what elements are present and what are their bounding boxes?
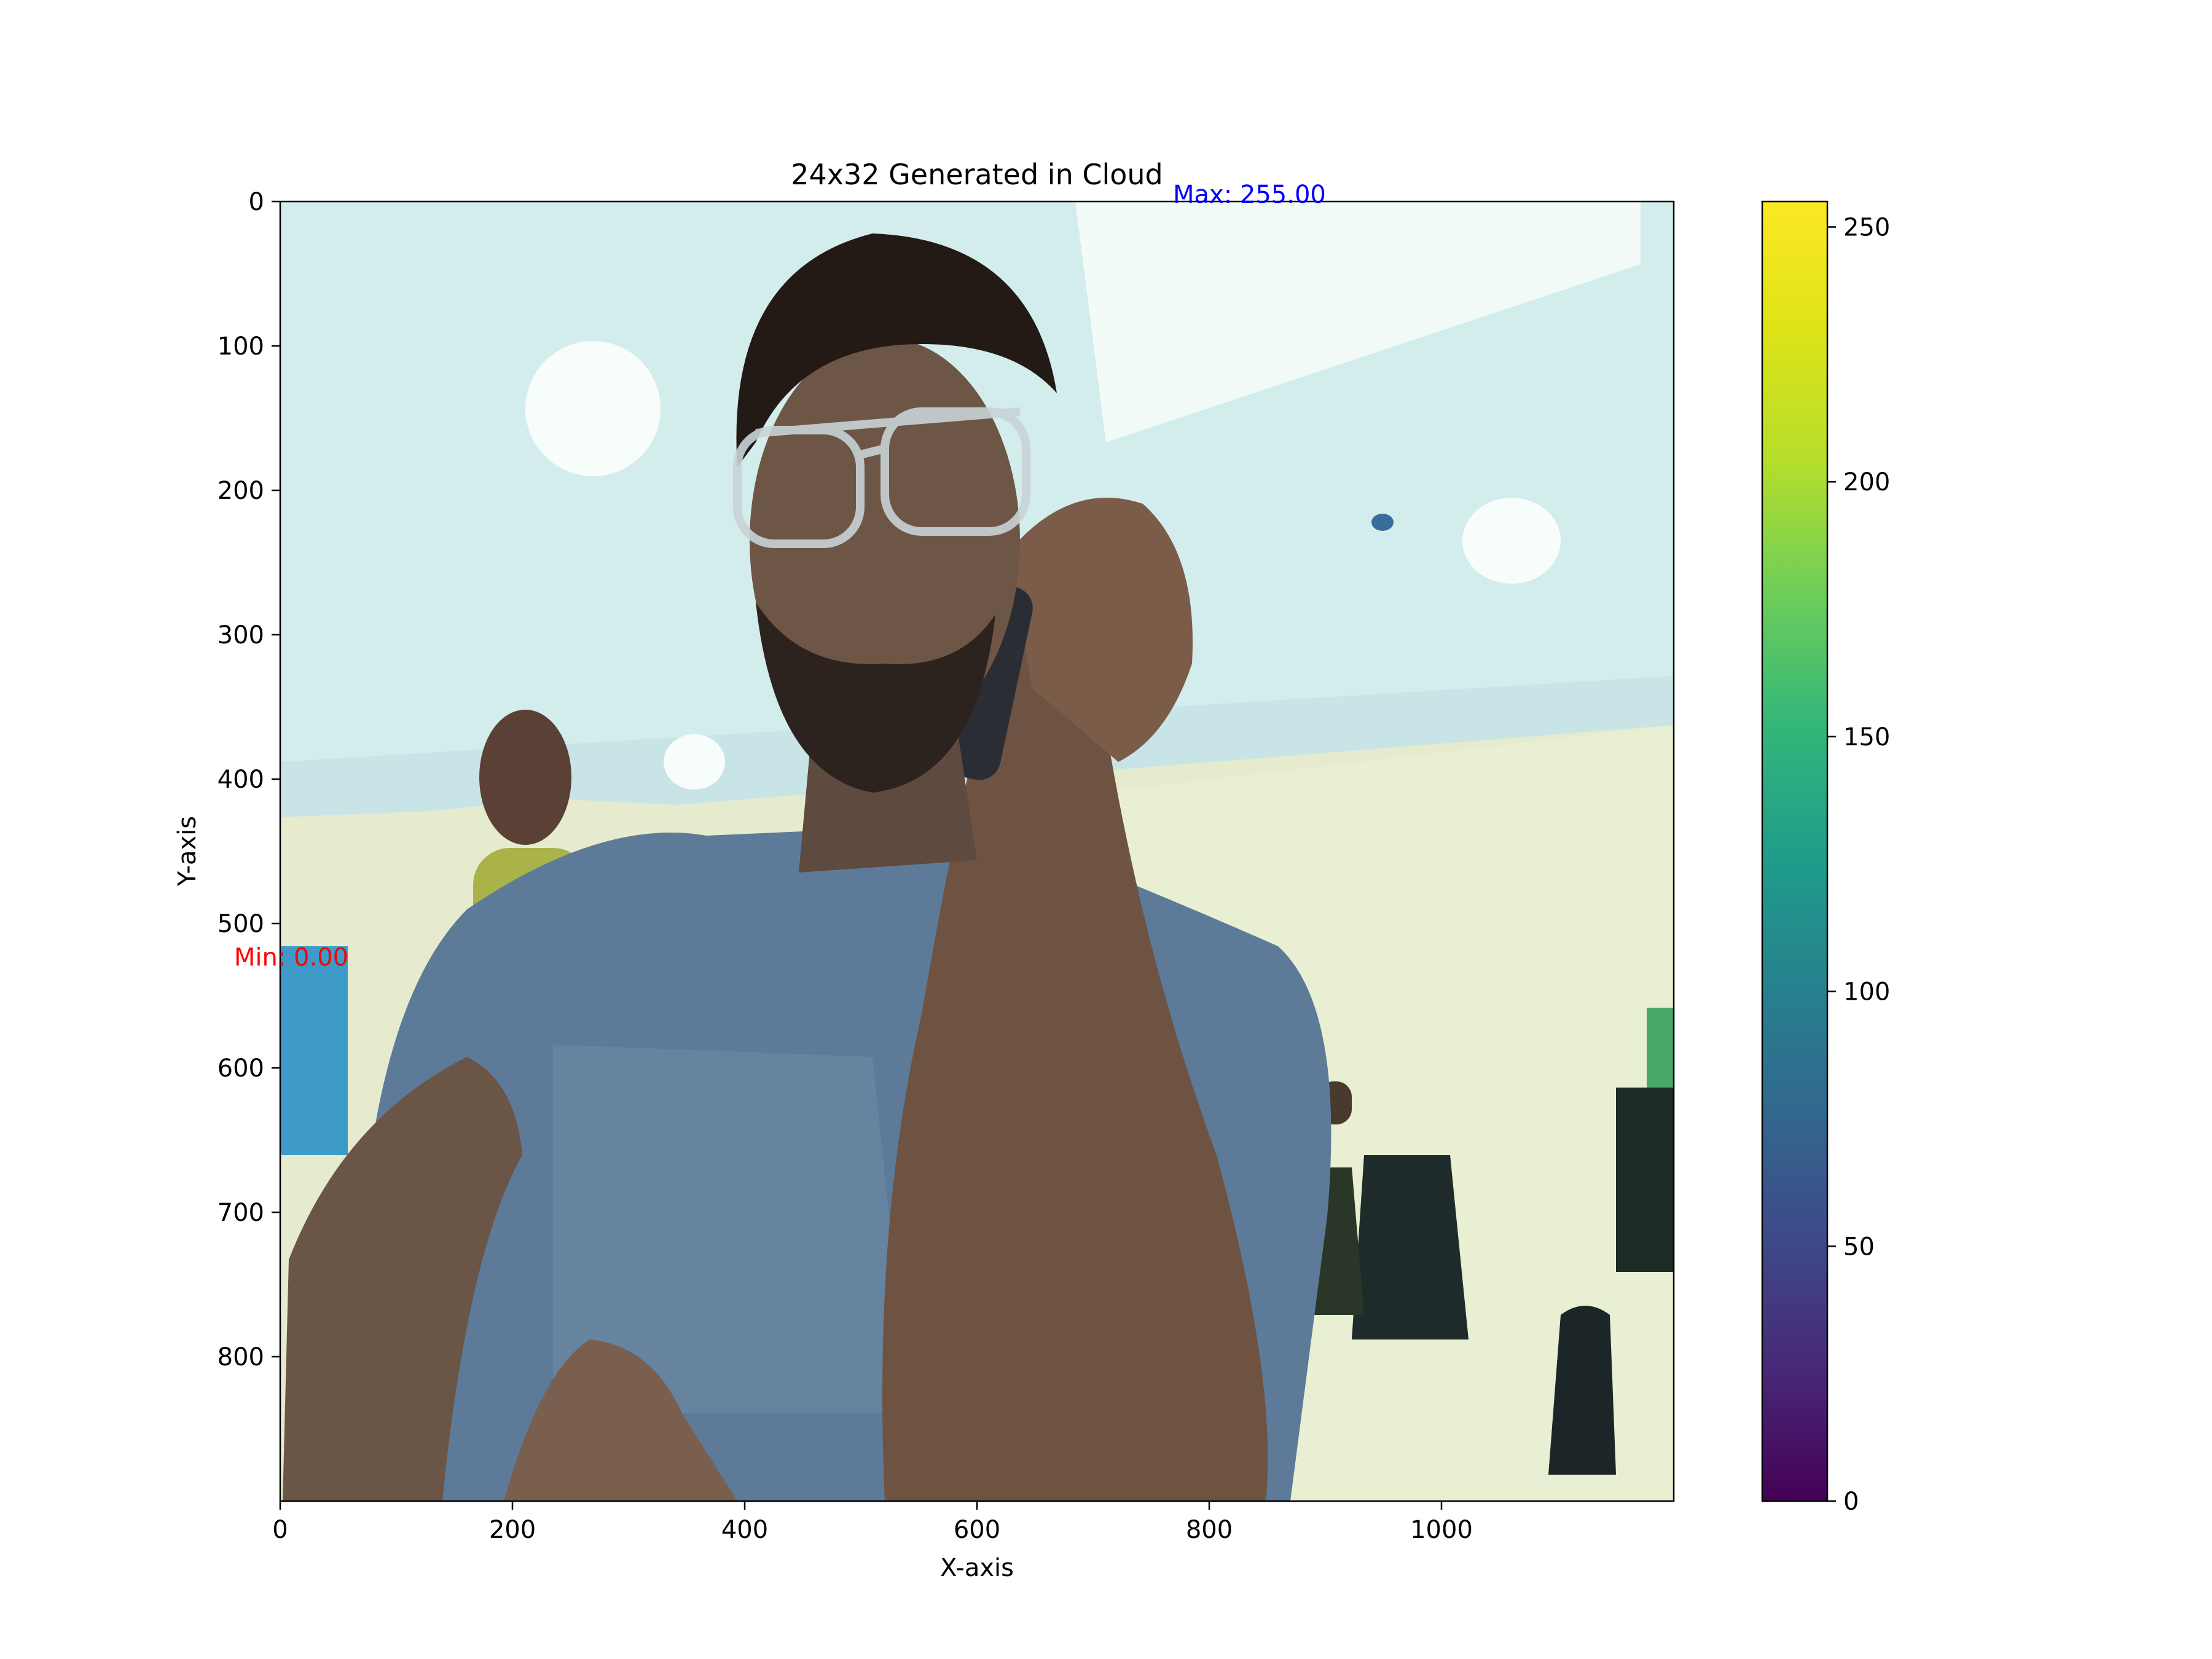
y-tick-label: 200 [218, 477, 264, 505]
x-tick-label: 200 [489, 1516, 536, 1544]
y-tick-label: 500 [218, 910, 264, 938]
y-tick-label: 400 [218, 766, 264, 794]
colorbar-tick-label: 150 [1843, 723, 1890, 751]
max-annotation: Max: 255.00 [1173, 181, 1326, 209]
x-tick-label: 0 [272, 1516, 288, 1544]
colorbar-tick-label: 0 [1843, 1488, 1859, 1516]
colorbar-tick-label: 250 [1843, 213, 1890, 241]
min-annotation: Min: 0.00 [234, 943, 348, 971]
colorbar-tick-label: 200 [1843, 468, 1890, 496]
x-axis-label: X-axis [940, 1554, 1014, 1582]
x-tick-label: 800 [1186, 1516, 1233, 1544]
colorbar-tick-label: 100 [1843, 978, 1890, 1006]
colorbar [1761, 200, 1829, 1502]
x-axis-ticks: 0 200 400 600 800 1000 [272, 1501, 1473, 1544]
y-tick-label: 700 [218, 1199, 264, 1227]
colorbar-tick-label: 50 [1843, 1233, 1875, 1261]
x-tick-label: 600 [954, 1516, 1000, 1544]
x-tick-label: 400 [721, 1516, 768, 1544]
x-tick-label: 1000 [1410, 1516, 1473, 1544]
plot-image [280, 202, 1674, 1501]
y-tick-label: 600 [218, 1054, 264, 1083]
y-tick-label: 100 [218, 332, 264, 361]
y-axis-ticks: 0 100 200 300 400 500 600 700 800 [218, 188, 280, 1371]
y-tick-label: 0 [249, 188, 264, 216]
y-axis-label: Y-axis [173, 816, 202, 887]
y-tick-label: 300 [218, 621, 264, 649]
colorbar-ticks: 0 50 100 150 200 250 [1827, 213, 1890, 1516]
chart-title: 24x32 Generated in Cloud [791, 158, 1163, 191]
y-tick-label: 800 [218, 1343, 264, 1371]
